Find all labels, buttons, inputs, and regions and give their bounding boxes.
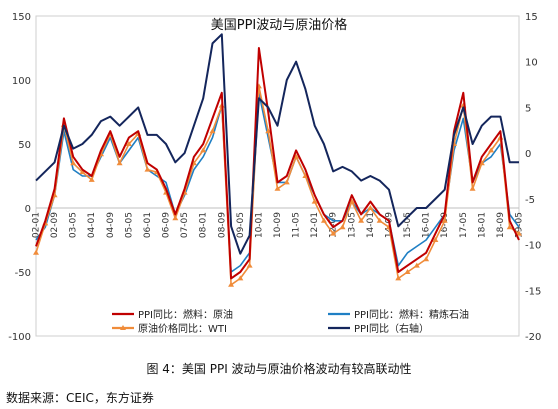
x-tick-label: 05-05 [124,212,134,238]
chart-title: 美国PPI波动与原油价格 [211,17,348,33]
x-tick-label: 10-09 [273,212,283,238]
y-left-tick-label: -100 [8,332,31,343]
wti-marker [33,249,39,255]
wti-marker [516,230,522,236]
plot-frame [35,15,520,337]
wti-marker [488,147,495,153]
series-ppi-yoy-line [35,33,519,255]
wti-marker [70,160,77,166]
y-right-tick-label: 0 [525,149,531,160]
x-tick-label: 17-05 [459,212,469,238]
wti-marker [506,224,513,230]
x-tick-label: 04-09 [106,212,116,238]
wti-marker [302,173,309,178]
y-right-tick-label: -15 [525,286,541,297]
wti-marker [469,185,476,191]
y-right-tick-label: 15 [525,12,538,23]
wti-marker [320,217,327,223]
x-tick-label: 16-09 [440,212,450,238]
wti-marker [376,217,383,223]
wti-marker [404,269,411,274]
wti-marker [367,205,374,210]
x-tick-label: 09-05 [236,212,246,238]
wti-marker [395,275,402,281]
wti-marker [246,262,253,268]
wti-marker [293,153,300,159]
wti-marker [441,217,448,223]
x-tick-label: 16-01 [422,212,432,238]
x-tick-label: 02-09 [50,212,60,238]
wti-marker [348,198,355,204]
x-tick-label: 04-01 [87,212,97,238]
x-tick-label: 06-09 [162,212,172,238]
x-tick-label: 18-09 [496,212,506,238]
legend-marker [120,325,126,330]
series-wti-line [35,85,520,286]
wti-marker [79,169,86,175]
y-right-tick-label: -20 [525,332,541,343]
x-tick-label: 12-01 [310,212,320,238]
wti-marker [88,176,95,182]
wti-marker [413,262,420,268]
x-tick-label: 19-05 [515,212,525,238]
x-tick-label: 03-05 [69,212,79,238]
legend-label: 原油价格同比：WTI [138,322,227,335]
wti-marker [358,217,365,223]
wti-marker [423,256,430,262]
x-tick-label: 08-09 [217,212,227,238]
x-tick-label: 18-01 [477,212,487,238]
x-tick-label: 11-05 [292,212,302,238]
x-tick-label: 14-01 [366,212,376,238]
wti-marker [200,147,207,153]
x-tick-label: 06-01 [143,212,153,238]
wti-marker [274,185,281,191]
series-ppi-crude-line [35,47,520,280]
x-tick-label: 12-09 [329,212,339,238]
figure-caption: 图 4：美国 PPI 波动与原油价格波动有较高联动性 [146,362,412,376]
wti-marker [339,224,346,230]
y-right-tick-label: -5 [525,195,535,206]
x-tick-label: 10-01 [254,212,264,238]
x-tick-label: 15-05 [403,212,413,238]
wti-marker [283,179,290,185]
x-tick-label: 13-05 [347,212,357,238]
wti-marker [330,230,337,236]
y-right-tick-label: 10 [525,58,538,69]
wti-marker [265,128,272,134]
legend-label: PPI同比：燃料：精炼石油 [354,308,469,321]
data-source: 数据来源：CEIC，东方证券 [6,391,154,405]
x-tick-label: 08-01 [199,212,209,238]
x-tick-label: 02-01 [32,212,42,238]
wti-marker [144,166,151,172]
wti-marker [209,128,216,134]
y-left-tick-label: 100 [12,76,31,87]
y-left-tick-label: 0 [25,204,31,215]
legend-label: PPI同比：燃料：原油 [138,308,233,321]
y-right-tick-label: 5 [525,103,531,114]
wti-marker [311,198,318,204]
legend-label: PPI同比（右轴） [354,322,429,335]
wti-marker [125,141,132,146]
wti-marker [172,215,179,221]
wti-marker [116,160,123,166]
y-left-tick-label: 50 [18,140,31,151]
wti-marker [478,160,485,166]
y-right-tick-label: -10 [525,241,541,252]
wti-marker [432,237,439,242]
series-layer [33,33,522,287]
x-tick-label: 07-05 [180,212,190,238]
wti-marker [237,275,244,281]
y-left-tick-label: -50 [15,268,31,279]
wti-marker [228,281,235,287]
y-left-tick-label: 150 [12,12,31,23]
